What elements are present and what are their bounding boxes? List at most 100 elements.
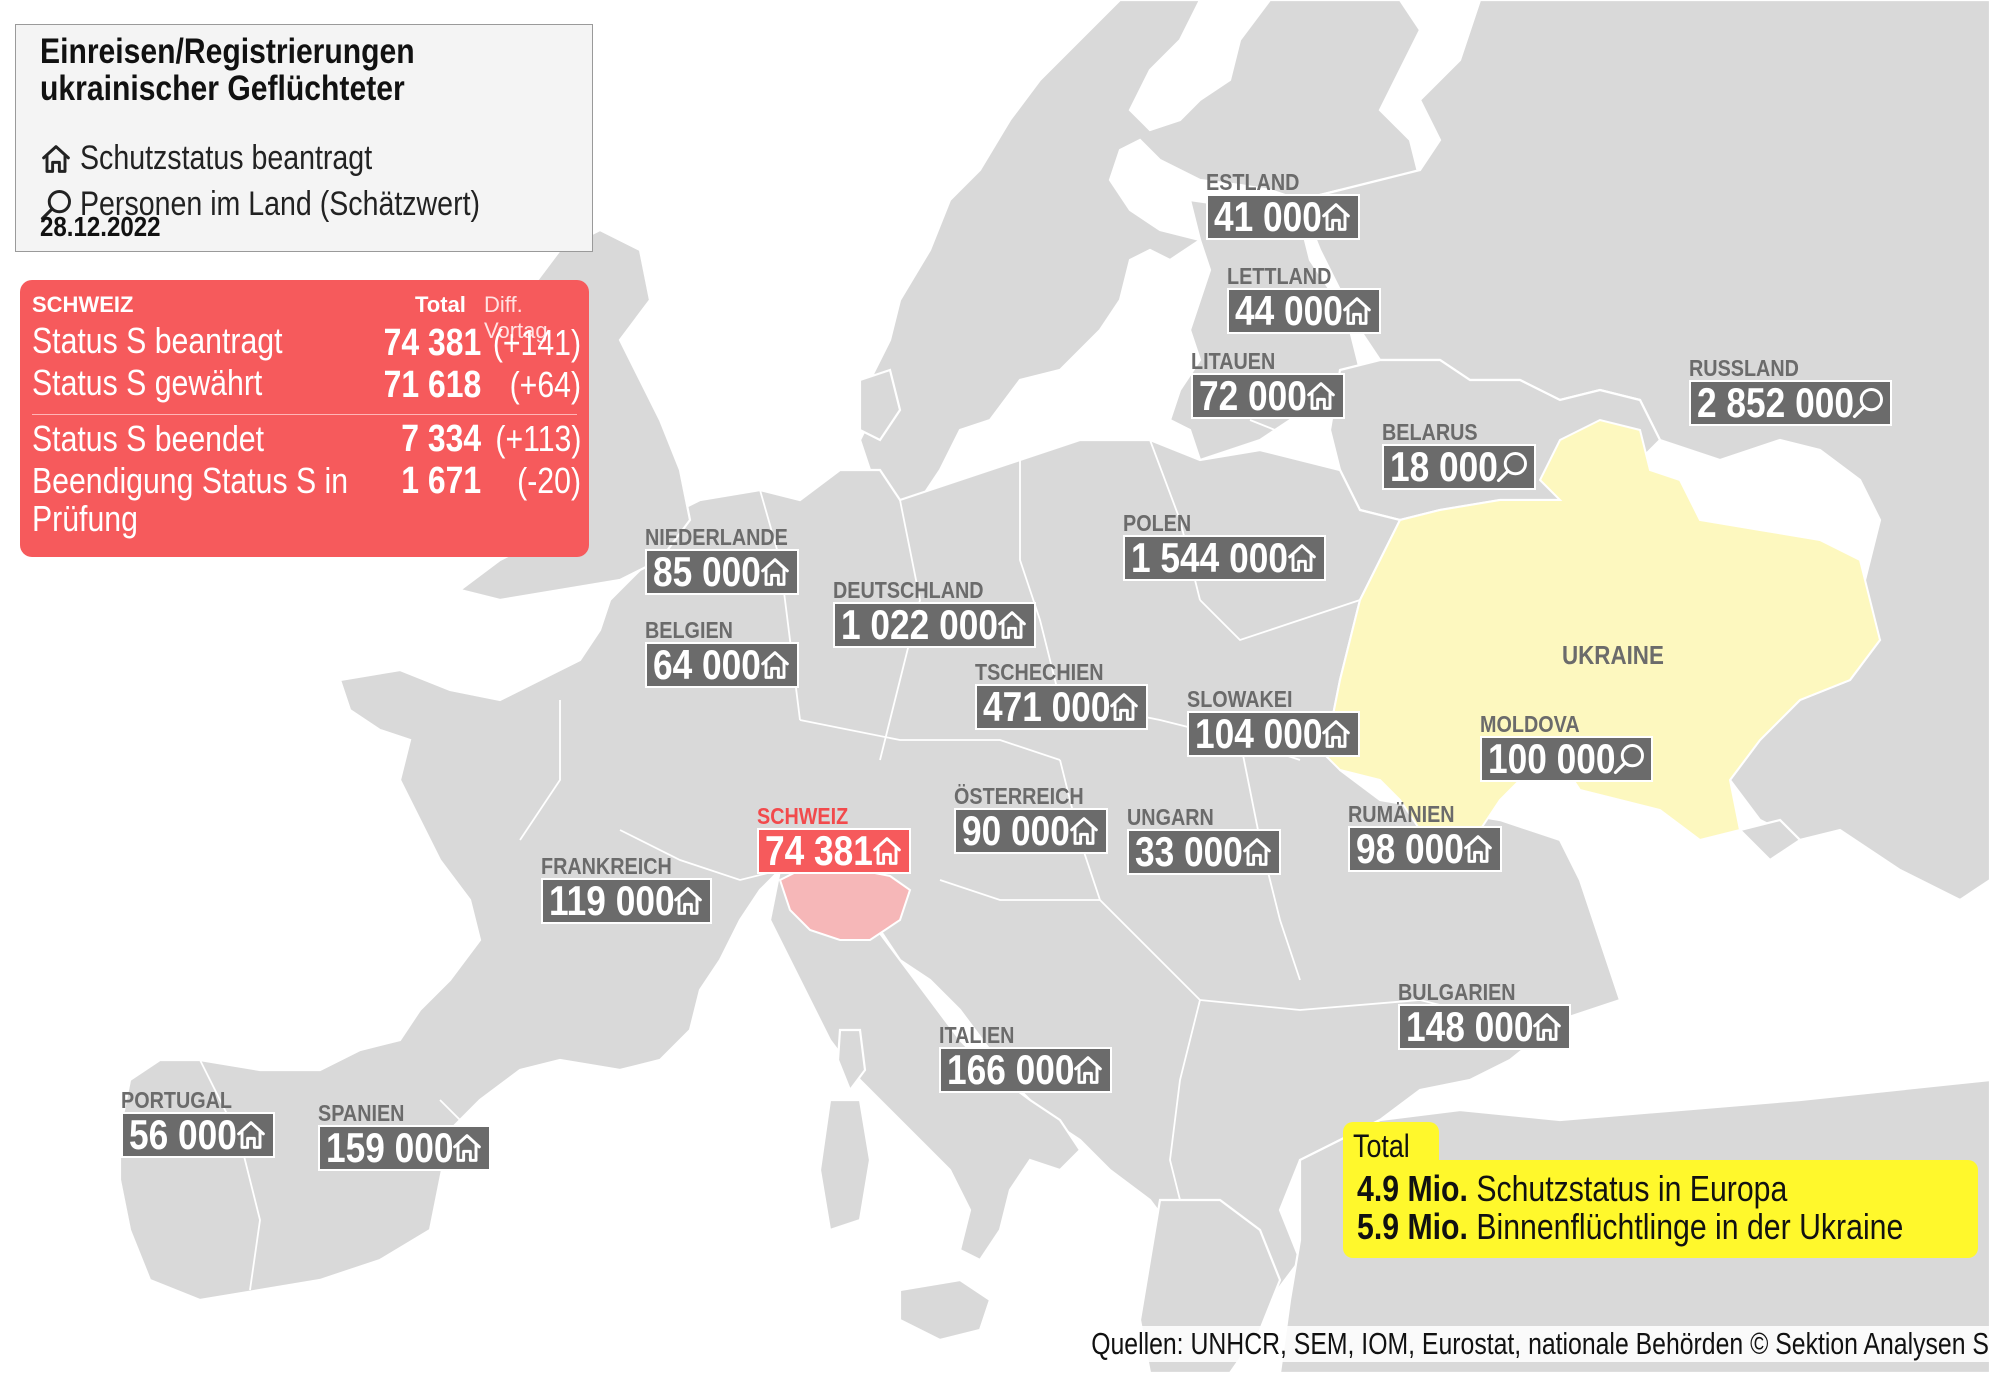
country-value: 104 000 — [1195, 710, 1323, 757]
denmark-landmass — [858, 368, 902, 442]
country-label: FRANKREICH 119 000 — [541, 854, 713, 924]
total-box: Total 4.9 Mio. Schutzstatus in Europa 5.… — [1343, 1122, 1978, 1258]
legend-box: Einreisen/Registrierungen ukrainischer G… — [15, 24, 593, 252]
sicily-landmass — [898, 1278, 992, 1342]
house-icon — [453, 1134, 482, 1162]
country-value: 41 000 — [1214, 193, 1322, 240]
country-label: LITAUEN 72 000 — [1191, 348, 1346, 419]
legend-item-protection-label: Schutzstatus beantragt — [80, 139, 373, 177]
country-value-box: 1 544 000 — [1123, 535, 1326, 581]
country-name: SPANIEN — [318, 1100, 405, 1126]
country-value-box: 85 000 — [645, 548, 800, 595]
country-label: SLOWAKEI 104 000 — [1187, 686, 1361, 757]
legend-title-line2: ukrainischer Geflüchteter — [40, 69, 405, 108]
magnifier-icon — [1497, 452, 1528, 483]
divider — [32, 414, 577, 415]
sardinia-landmass — [818, 1098, 872, 1232]
country-name: RUSSLAND — [1689, 355, 1799, 381]
total-tab-label: Total — [1353, 1128, 1410, 1164]
country-value-box: 74 381 — [757, 827, 912, 874]
house-icon — [1343, 297, 1372, 325]
legend-title: Einreisen/Registrierungen ukrainischer G… — [40, 33, 415, 107]
source-credit: Quellen: UNHCR, SEM, IOM, Eurostat, nati… — [1088, 1326, 1990, 1362]
total-body: 4.9 Mio. Schutzstatus in Europa 5.9 Mio.… — [1343, 1160, 1978, 1258]
country-value: 85 000 — [653, 548, 761, 595]
crimea-landmass — [1737, 818, 1802, 862]
country-value: 2 852 000 — [1697, 379, 1854, 426]
country-value-box: 56 000 — [121, 1111, 276, 1158]
legend-date: 28.12.2022 — [40, 211, 161, 242]
legend-item-estimate: Personen im Land (Schätzwert) — [38, 185, 556, 224]
row-diff: (+141) — [492, 322, 581, 363]
column-diff-header: Diff. Vortag — [484, 292, 548, 343]
country-name: ITALIEN — [939, 1022, 1015, 1048]
country-value: 119 000 — [549, 877, 675, 924]
row-total: 74 381 — [383, 322, 481, 364]
country-name: POLEN — [1123, 510, 1192, 536]
country-name: NIEDERLANDE — [645, 524, 788, 550]
country-value: 100 000 — [1488, 735, 1616, 782]
house-icon — [1110, 693, 1139, 721]
country-value-box: 119 000 — [541, 877, 713, 924]
country-name: LETTLAND — [1227, 263, 1332, 289]
country-label: BULGARIEN 148 000 — [1398, 980, 1572, 1050]
house-icon — [1322, 203, 1351, 231]
house-icon — [1322, 720, 1351, 748]
total-tab: Total — [1343, 1122, 1439, 1166]
country-label: POLEN 1 544 000 — [1123, 511, 1326, 581]
country-value: 56 000 — [129, 1111, 237, 1158]
country-value: 1 022 000 — [841, 601, 998, 648]
country-value: 18 000 — [1390, 443, 1498, 490]
corsica-landmass — [836, 1028, 867, 1093]
country-value-box: 2 852 000 — [1689, 380, 1892, 426]
column-total-header: Total — [415, 292, 466, 317]
country-label: ITALIEN 166 000 — [939, 1022, 1113, 1093]
country-value-box: 471 000 — [975, 684, 1149, 730]
legend-title-line1: Einreisen/Registrierungen — [40, 32, 415, 71]
house-icon — [1307, 382, 1336, 410]
row-total: 7 334 — [401, 418, 481, 460]
country-name: SCHWEIZ — [757, 803, 849, 829]
country-value: 1 544 000 — [1131, 534, 1288, 581]
country-label: BELARUS 18 000 — [1382, 420, 1537, 490]
country-name: BELGIEN — [645, 617, 733, 643]
country-label: TSCHECHIEN 471 000 — [975, 660, 1149, 730]
house-icon — [1533, 1013, 1562, 1041]
row-label: Status S gewährt — [32, 362, 263, 403]
total-idp-text: Binnenflüchtlinge in der Ukraine — [1476, 1206, 1904, 1247]
country-value: 98 000 — [1356, 825, 1464, 872]
country-value-box: 98 000 — [1348, 825, 1503, 872]
switzerland-stats-box: SCHWEIZ Total Diff. Vortag Status S bean… — [20, 280, 589, 557]
row-label: Beendigung Status S in — [32, 460, 349, 501]
country-value-box: 148 000 — [1398, 1004, 1572, 1050]
country-value: 74 381 — [765, 827, 873, 874]
country-value-box: 166 000 — [939, 1046, 1113, 1093]
country-value: 166 000 — [947, 1046, 1075, 1093]
house-icon — [1287, 544, 1316, 572]
country-value-box: 104 000 — [1187, 710, 1361, 757]
magnifier-icon — [40, 189, 71, 220]
house-icon — [1464, 835, 1493, 863]
country-label: UNGARN 33 000 — [1127, 805, 1282, 875]
country-label: BELGIEN 64 000 — [645, 617, 800, 688]
country-label: NIEDERLANDE 85 000 — [645, 525, 811, 595]
house-icon — [237, 1121, 266, 1149]
country-value: 159 000 — [326, 1124, 454, 1171]
house-icon — [761, 558, 790, 586]
total-line-protection: 4.9 Mio. Schutzstatus in Europa — [1357, 1168, 1787, 1210]
ukraine-label: UKRAINE — [1562, 640, 1664, 670]
country-value: 72 000 — [1199, 372, 1307, 419]
country-value: 33 000 — [1135, 828, 1243, 875]
country-label: RUSSLAND 2 852 000 — [1689, 356, 1892, 426]
country-value-box: 1 022 000 — [833, 602, 1036, 648]
country-value-box: 72 000 — [1191, 372, 1346, 419]
country-label: SPANIEN 159 000 — [318, 1100, 492, 1171]
row-total: 1 671 — [401, 460, 481, 502]
total-protection-value: 4.9 Mio. — [1357, 1168, 1468, 1209]
country-label: ESTLAND 41 000 — [1206, 170, 1361, 240]
country-name: SLOWAKEI — [1187, 686, 1293, 712]
country-label: RUMÄNIEN 98 000 — [1348, 802, 1503, 872]
country-name: DEUTSCHLAND — [833, 577, 984, 603]
house-icon — [674, 887, 702, 915]
country-name: LITAUEN — [1191, 348, 1276, 374]
